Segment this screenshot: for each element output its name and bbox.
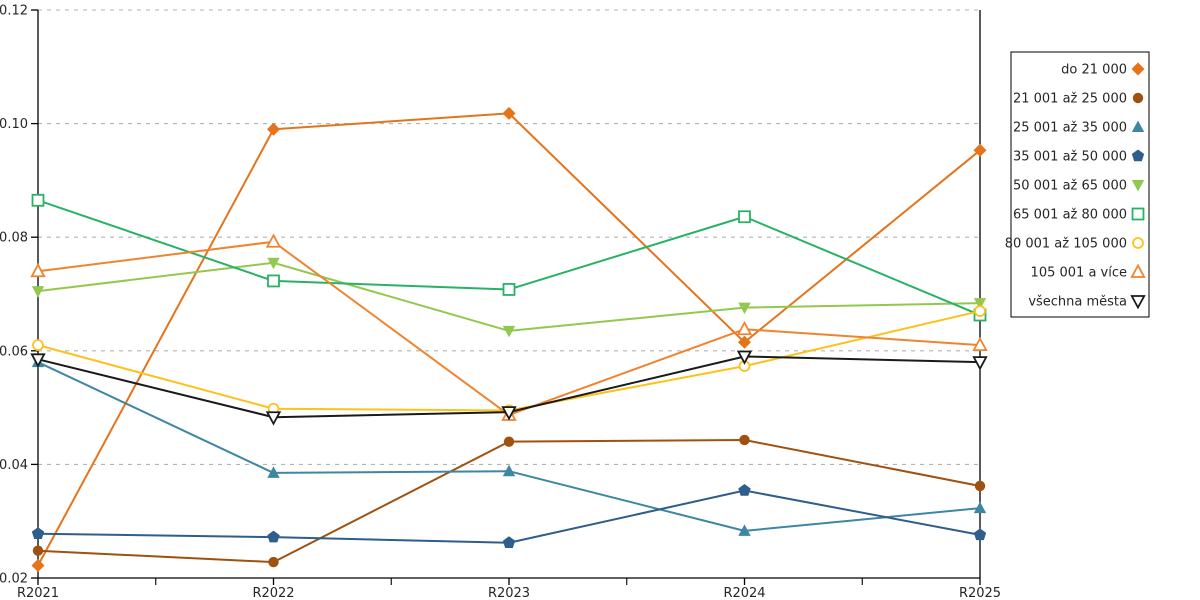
data-point-marker: [736, 350, 753, 365]
legend-item: 80 001 až 105 000: [1005, 237, 1144, 252]
y-axis-tick-label: 0.04: [0, 458, 28, 473]
data-point-marker: [32, 545, 44, 556]
data-point-marker: [736, 320, 753, 336]
series-1: [31, 106, 987, 573]
legend-marker-icon: [1131, 149, 1145, 162]
data-point-marker: [972, 336, 988, 352]
data-point-marker: [738, 484, 751, 496]
data-point-marker: [31, 559, 45, 573]
data-point-marker: [31, 527, 45, 539]
legend-box: [1010, 51, 1150, 318]
data-point-marker: [503, 436, 515, 447]
legend: do 21 000 21 001 až 25 000 25 001 až 35 00…: [1005, 51, 1150, 318]
data-point-marker: [268, 556, 279, 568]
data-point-marker: [267, 530, 280, 543]
legend-label: 35 001 až 50 000: [1013, 150, 1127, 165]
x-axis-tick-label: R2024: [723, 586, 765, 600]
x-axis-tick-label: R2021: [17, 586, 59, 600]
legend-item: 35 001 až 50 000: [1013, 149, 1145, 165]
legend-label: 105 001 a více: [1031, 266, 1127, 281]
y-axis-tick-label: 0.12: [0, 4, 28, 19]
data-point-marker: [973, 528, 987, 541]
legend-item: do 21 000: [1061, 62, 1145, 78]
series-line: [37, 199, 981, 317]
x-axis-tick-label: R2025: [959, 586, 1001, 600]
legend-marker-icon: [1132, 92, 1144, 104]
series-3: [31, 355, 987, 536]
data-point-marker: [267, 466, 280, 478]
legend-marker-icon: [1131, 120, 1145, 132]
data-point-marker: [974, 305, 986, 317]
x-axis-tick-label: R2022: [252, 586, 294, 600]
data-point-marker: [974, 480, 986, 492]
data-point-marker: [32, 339, 44, 352]
y-axis-tick-label: 0.02: [0, 572, 28, 587]
legend-item: 21 001 až 25 000: [1013, 92, 1144, 107]
y-axis-tick-label: 0.08: [0, 231, 28, 246]
series-line: [37, 489, 981, 544]
data-point-marker: [267, 274, 280, 288]
legend-label: 21 001 až 25 000: [1013, 92, 1127, 107]
legend-marker-icon: [1131, 207, 1145, 221]
data-point-marker: [738, 335, 751, 349]
data-point-marker: [738, 302, 751, 315]
data-point-marker: [973, 298, 987, 310]
data-point-marker: [267, 257, 280, 270]
data-point-marker: [31, 286, 45, 298]
legend-item: všechna města: [1028, 295, 1146, 310]
legend-label: 65 001 až 80 000: [1013, 208, 1127, 223]
legend-label: 25 001 až 35 000: [1013, 121, 1127, 136]
series-4: [31, 484, 987, 549]
data-point-marker: [502, 325, 516, 338]
data-point-marker: [972, 356, 988, 371]
y-axis-tick-label: 0.10: [0, 117, 28, 132]
legend-label: do 21 000: [1061, 63, 1127, 78]
data-point-marker: [30, 353, 46, 368]
series-9: [30, 350, 988, 426]
data-point-marker: [738, 210, 751, 224]
data-point-marker: [30, 262, 46, 278]
data-point-marker: [502, 536, 516, 549]
legend-item: 50 001 až 65 000: [1013, 179, 1145, 194]
data-point-marker: [501, 406, 517, 421]
series-7: [32, 305, 986, 417]
y-axis-tick-label: 0.06: [0, 344, 28, 359]
legend-marker-icon: [1131, 62, 1145, 76]
legend-label: 80 001 až 105 000: [1005, 237, 1127, 252]
data-point-marker: [973, 143, 987, 157]
legend-marker-icon: [1131, 180, 1145, 192]
data-point-marker: [265, 411, 282, 426]
legend-item: 25 001 až 35 000: [1013, 120, 1145, 136]
data-point-marker: [265, 233, 282, 248]
legend-marker-icon: [1132, 237, 1144, 249]
x-axis-tick-label: R2023: [488, 586, 530, 600]
series-2: [32, 434, 986, 568]
data-point-marker: [31, 193, 45, 207]
series-line: [37, 112, 981, 567]
legend-marker-icon: [1130, 263, 1146, 278]
data-point-marker: [502, 106, 516, 120]
series-line: [37, 261, 981, 332]
data-point-marker: [502, 464, 516, 477]
data-point-marker: [973, 501, 987, 514]
legend-label: všechna města: [1028, 295, 1127, 310]
data-point-marker: [739, 434, 750, 446]
series-5: [31, 257, 987, 338]
data-point-marker: [267, 122, 280, 136]
legend-item: 105 001 a více: [1031, 263, 1146, 281]
data-point-marker: [502, 283, 516, 296]
data-point-marker: [738, 524, 751, 536]
legend-label: 50 001 až 65 000: [1013, 179, 1127, 194]
series-6: [31, 193, 987, 322]
legend-item: 65 001 až 80 000: [1013, 207, 1145, 223]
legend-marker-icon: [1130, 295, 1146, 310]
